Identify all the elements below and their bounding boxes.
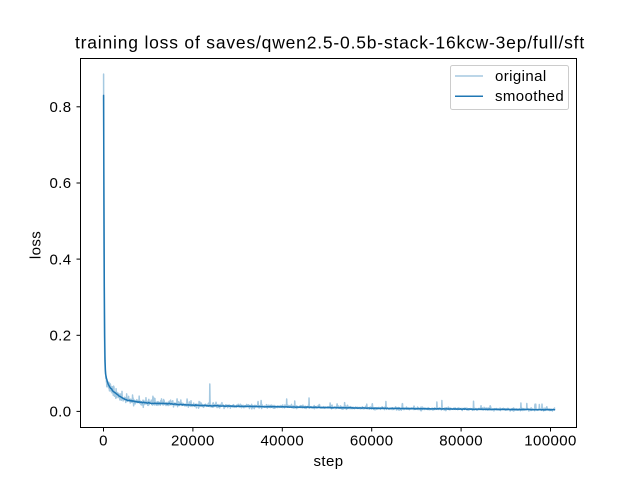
svg-text:100000: 100000 bbox=[524, 433, 576, 450]
svg-text:40000: 40000 bbox=[260, 433, 304, 450]
svg-text:0.4: 0.4 bbox=[49, 251, 71, 268]
svg-text:step: step bbox=[314, 453, 344, 470]
svg-text:20000: 20000 bbox=[171, 433, 215, 450]
svg-text:0: 0 bbox=[99, 433, 108, 450]
svg-text:0.2: 0.2 bbox=[49, 328, 71, 345]
svg-text:0.8: 0.8 bbox=[49, 99, 71, 116]
svg-text:smoothed: smoothed bbox=[495, 88, 564, 105]
svg-text:0.0: 0.0 bbox=[49, 404, 71, 421]
svg-text:loss: loss bbox=[28, 231, 45, 259]
svg-text:0.6: 0.6 bbox=[49, 175, 71, 192]
svg-text:80000: 80000 bbox=[439, 433, 483, 450]
svg-text:training loss of saves/qwen2.5: training loss of saves/qwen2.5-0.5b-stac… bbox=[75, 33, 585, 53]
svg-text:60000: 60000 bbox=[350, 433, 394, 450]
svg-text:original: original bbox=[495, 68, 547, 85]
